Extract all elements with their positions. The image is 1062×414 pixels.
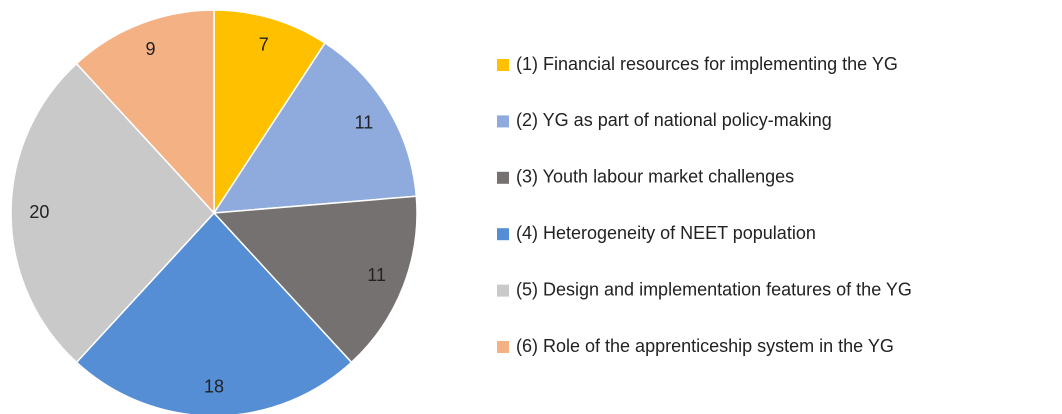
legend-swatch [497, 171, 509, 184]
legend-label: (5) Design and implementation features o… [516, 279, 912, 299]
data-label: 11 [367, 265, 386, 285]
legend-swatch [497, 284, 509, 297]
legend-swatch [497, 59, 509, 71]
pie-slice [212, 195, 418, 364]
legend-swatch [497, 341, 509, 353]
legend-swatch [497, 228, 509, 241]
pie-slice [75, 211, 353, 414]
legend-label: (3) Youth labour market challenges [516, 167, 794, 187]
legend-label: (6) Role of the apprenticeship system in… [516, 336, 894, 356]
data-label: 11 [355, 112, 374, 132]
pie-slice [213, 9, 327, 216]
legend-label: (2) YG as part of national policy-making [516, 110, 832, 130]
legend-label: (4) Heterogeneity of NEET population [516, 223, 816, 243]
data-label: 7 [259, 34, 269, 54]
data-label: 20 [29, 202, 49, 222]
legend-swatch [497, 115, 509, 128]
data-label: 9 [146, 39, 156, 59]
data-label: 18 [204, 376, 224, 396]
pie-slice [212, 42, 418, 214]
legend-label: (1) Financial resources for implementing… [516, 54, 898, 74]
pie-slice [10, 62, 216, 364]
pie-slice [75, 9, 215, 215]
